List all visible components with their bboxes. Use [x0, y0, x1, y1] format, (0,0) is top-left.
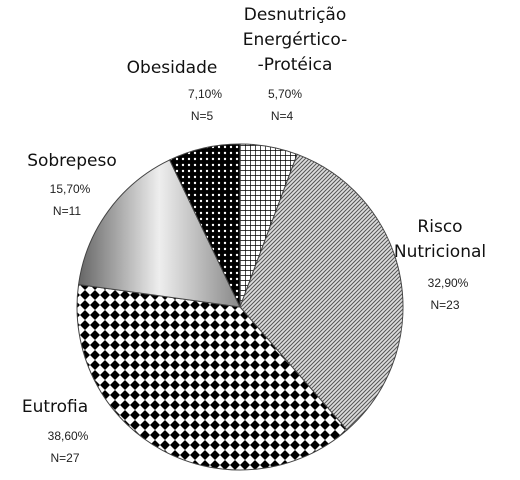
count-label: N=4 — [271, 109, 294, 123]
count-label: N=23 — [430, 298, 459, 312]
category-label: Desnutrição Energértico--Protéica — [243, 5, 348, 75]
count-label: N=11 — [53, 204, 81, 218]
category-label: Obesidade — [127, 58, 218, 78]
category-label: Risco Nutricional — [394, 217, 486, 262]
value-label: 5,70% — [268, 87, 302, 101]
pie-slice — [239, 153, 404, 431]
count-label: N=5 — [191, 109, 214, 123]
pie-slice — [76, 283, 348, 471]
pie-slice — [169, 143, 241, 308]
value-label: 15,70% — [50, 182, 91, 196]
value-label: 32,90% — [428, 276, 469, 290]
category-label: Eutrofia — [22, 397, 88, 417]
count-label: N=27 — [50, 451, 79, 465]
category-label: Sobrepeso — [27, 151, 117, 171]
value-label: 7,10% — [188, 87, 222, 101]
pie — [76, 143, 404, 471]
value-label: 38,60% — [48, 429, 89, 443]
labels: Desnutrição Energértico--Protéica 5,70% N=4… — [22, 5, 486, 465]
pie-slice — [77, 159, 241, 308]
